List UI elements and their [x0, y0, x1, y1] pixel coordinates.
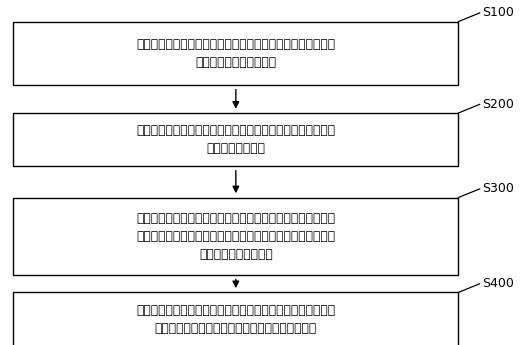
- Text: S200: S200: [482, 98, 514, 111]
- Text: 距离传感器判断当前距离与上一次距离传感器与待拍摄物体的
距离是否发生变化: 距离传感器判断当前距离与上一次距离传感器与待拍摄物体的 距离是否发生变化: [136, 124, 335, 155]
- Bar: [13, 21, 458, 86]
- Text: S100: S100: [482, 7, 514, 19]
- Text: S300: S300: [482, 183, 514, 195]
- Text: 如果检测到距离发生了变化，则根据当前距离查询预先存储的
对焦微调范围表获取马达的微调范围，控制马达在微调范围内
移动，并实时采集图像: 如果检测到距离发生了变化，则根据当前距离查询预先存储的 对焦微调范围表获取马达的…: [136, 212, 335, 261]
- Text: S400: S400: [482, 277, 514, 290]
- Text: 获取马达在微调范围内不同位置移动时的采集到的图像的聚焦
值，控制马达移动至聚焦值最大的位置，完成对焦: 获取马达在微调范围内不同位置移动时的采集到的图像的聚焦 值，控制马达移动至聚焦值…: [136, 304, 335, 335]
- Text: 检测到移动终端启动照相功能，距离传感器获取当前摄像头与
待拍摄物体的距离并存储: 检测到移动终端启动照相功能，距离传感器获取当前摄像头与 待拍摄物体的距离并存储: [136, 38, 335, 69]
- Bar: [13, 197, 458, 275]
- Bar: [13, 293, 458, 345]
- Bar: [13, 113, 458, 167]
